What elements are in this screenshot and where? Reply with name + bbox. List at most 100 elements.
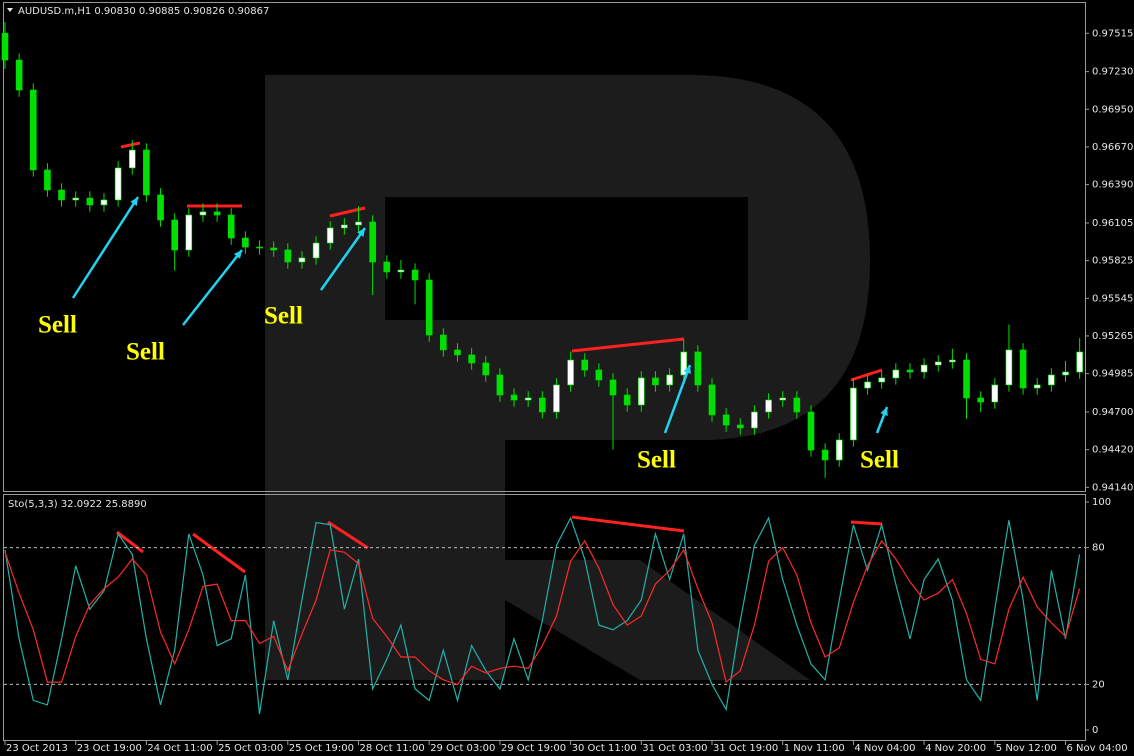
candle-body xyxy=(553,384,560,413)
x-tick-label: 30 Oct 11:00 xyxy=(572,743,637,754)
candle-body xyxy=(1005,349,1013,386)
sell-arrowhead xyxy=(683,365,691,374)
x-tick-label: 4 Nov 04:00 xyxy=(854,743,915,754)
candle-body xyxy=(185,214,193,251)
candle-body xyxy=(1048,374,1055,386)
candle-body xyxy=(652,377,659,386)
candle-body xyxy=(708,384,716,416)
stoch-panel xyxy=(3,494,1086,741)
sell-label: Sell xyxy=(637,447,676,474)
y-tick-label: 100 xyxy=(1092,497,1111,508)
candle-body xyxy=(510,394,518,401)
sell-arrowhead xyxy=(233,250,242,259)
candle-body xyxy=(680,351,688,376)
candle-body xyxy=(835,439,843,461)
candle-body xyxy=(595,369,603,381)
y-tick-label: 0.94985 xyxy=(1092,369,1133,380)
sell-arrowhead xyxy=(130,197,138,206)
y-tick-label: 0.94420 xyxy=(1092,445,1133,456)
y-tick-label: 0.96105 xyxy=(1092,218,1133,229)
sell-arrowhead xyxy=(357,228,365,237)
candle-body xyxy=(468,354,475,364)
x-tick-label: 6 Nov 04:00 xyxy=(1067,743,1128,754)
candle-body xyxy=(496,374,504,396)
candle-body xyxy=(934,361,942,366)
candle-body xyxy=(850,387,857,441)
candle-body xyxy=(637,377,645,406)
candle-body xyxy=(355,221,362,226)
candle-body xyxy=(256,246,263,249)
candle-body xyxy=(284,249,292,263)
y-tick-label: 0.95825 xyxy=(1092,256,1133,267)
candle-body xyxy=(143,149,150,196)
y-tick-label: 0 xyxy=(1092,725,1098,736)
candle-body xyxy=(821,449,829,461)
candle-body xyxy=(199,211,207,216)
main-panel xyxy=(3,2,1086,492)
sell-arrow xyxy=(182,249,243,326)
candle-body xyxy=(892,369,900,379)
candle-body xyxy=(128,149,136,169)
candle-body xyxy=(58,189,65,201)
x-tick-label: 29 Oct 03:00 xyxy=(430,743,495,754)
y-tick-label: 0.97515 xyxy=(1092,28,1133,39)
divergence-lines xyxy=(116,141,883,574)
stoch-title: Sto(5,3,3) 32.0922 25.8890 xyxy=(8,499,147,510)
candle-body xyxy=(312,242,320,259)
y-tick-label: 0.96950 xyxy=(1092,104,1133,115)
candle-body xyxy=(694,351,702,386)
x-tick-label: 23 Oct 19:00 xyxy=(77,743,142,754)
candle-body xyxy=(369,221,376,263)
candle-body xyxy=(482,362,490,376)
x-tick-label: 28 Oct 11:00 xyxy=(360,743,425,754)
y-tick-label: 0.97230 xyxy=(1092,67,1133,78)
y-tick-label: 0.96670 xyxy=(1092,142,1133,153)
candle-body xyxy=(765,399,772,413)
sell-arrow xyxy=(319,227,367,291)
y-tick-label: 0.95545 xyxy=(1092,293,1133,304)
sell-label: Sell xyxy=(264,303,303,330)
y-tick-label: 0.96390 xyxy=(1092,180,1133,191)
candle-body xyxy=(72,197,79,201)
candle-body xyxy=(722,414,730,426)
candle-body xyxy=(425,279,433,336)
x-tick-label: 4 Nov 20:00 xyxy=(925,743,986,754)
y-tick-label: 80 xyxy=(1092,543,1105,554)
candle-body xyxy=(1019,349,1027,389)
candle-body xyxy=(878,377,885,383)
candle-body xyxy=(227,214,235,239)
candle-body xyxy=(539,397,546,413)
candle-body xyxy=(793,397,801,413)
candle-body xyxy=(100,199,108,206)
candle-body xyxy=(623,394,631,406)
candle-body xyxy=(341,224,348,229)
candle-body xyxy=(1033,384,1041,389)
x-tick-label: 29 Oct 19:00 xyxy=(501,743,566,754)
candle-body xyxy=(736,424,744,429)
y-tick-label: 0.95265 xyxy=(1092,331,1133,342)
x-tick-label: 24 Oct 11:00 xyxy=(147,743,212,754)
candle-body xyxy=(270,247,277,251)
candle-body xyxy=(15,59,23,91)
candle-body xyxy=(567,359,574,386)
x-tick-label: 25 Oct 19:00 xyxy=(289,743,354,754)
sell-label: Sell xyxy=(126,339,165,366)
candle-body xyxy=(609,379,617,396)
candle-body xyxy=(1,32,9,61)
candle-body xyxy=(524,397,532,401)
candle-body xyxy=(411,269,419,281)
candle-body xyxy=(114,167,122,201)
candle-body xyxy=(383,261,391,273)
y-tick-label: 0.94700 xyxy=(1092,407,1133,418)
x-tick-label: 31 Oct 19:00 xyxy=(713,743,778,754)
main-title: AUDUSD.m,H1 0.90830 0.90885 0.90826 0.90… xyxy=(18,6,269,17)
sell-label: Sell xyxy=(860,447,899,474)
x-tick-label: 31 Oct 03:00 xyxy=(642,743,707,754)
sell-label: Sell xyxy=(38,312,77,339)
stoch-line xyxy=(4,539,1081,686)
candle-body xyxy=(213,211,221,216)
x-tick-label: 1 Nov 11:00 xyxy=(784,743,845,754)
candle-body xyxy=(864,381,871,389)
